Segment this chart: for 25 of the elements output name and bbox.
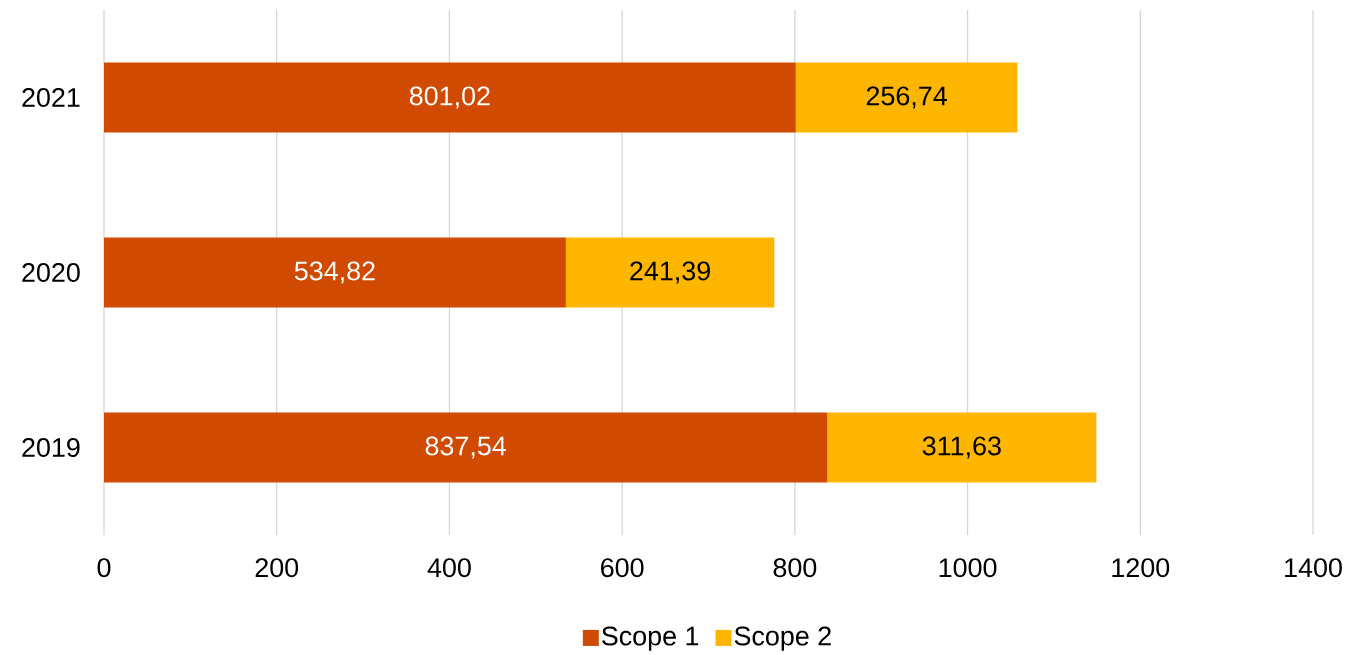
data-label: 256,74 [866, 86, 947, 109]
data-label: 241,39 [630, 261, 710, 284]
x-tick-label: 600 [601, 558, 644, 578]
x-tick-label: 1400 [1285, 558, 1342, 578]
data-label: 534,82 [294, 261, 375, 284]
x-tick-label: 200 [255, 558, 299, 578]
legend-label: Scope 2 [734, 626, 831, 651]
bar [827, 412, 1097, 483]
x-tick-label: 400 [427, 558, 471, 578]
x-tick-label: 1200 [1112, 558, 1170, 578]
bar [104, 237, 566, 308]
data-label: 837,54 [425, 436, 506, 459]
x-tick-label: 1000 [939, 558, 997, 578]
data-label: 801,02 [409, 86, 490, 109]
data-label: 311,63 [922, 436, 1001, 459]
y-tick-label: 2019 [22, 437, 80, 458]
y-tick-label: 2020 [22, 262, 80, 283]
legend-label: Scope 1 [602, 626, 699, 651]
bar [795, 62, 1018, 133]
x-tick-label: 0 [97, 558, 111, 578]
bar [104, 412, 828, 483]
x-tick-label: 800 [773, 558, 817, 578]
y-tick-label: 2021 [22, 87, 80, 108]
bar [565, 237, 775, 308]
bar [104, 62, 796, 133]
